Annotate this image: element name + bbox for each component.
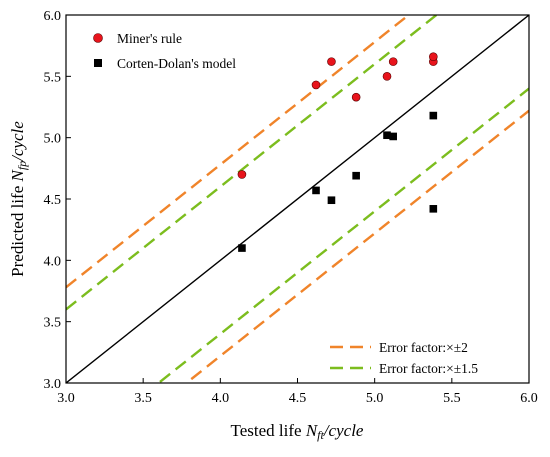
legend-square-marker [94, 59, 102, 67]
x-tick-label: 4.0 [212, 391, 230, 406]
corten-dolan-point [352, 171, 360, 180]
data-points [237, 52, 438, 252]
corten-dolan-point [238, 244, 246, 252]
ylabel-tail: /cycle [8, 121, 27, 162]
y-tick-label: 5.0 [44, 132, 62, 147]
y-axis-label: Predicted life Nfp/cycle [8, 121, 29, 277]
error-band-line-2 [184, 109, 529, 383]
x-tick-label: 5.5 [443, 391, 461, 406]
miners-rule-point [388, 57, 398, 66]
x-tick-label: 3.5 [134, 391, 152, 406]
legend-label: Error factor:×±2 [379, 340, 468, 355]
x-tick-label: 4.5 [289, 391, 307, 406]
legend-label: Miner's rule [117, 31, 182, 46]
miners-rule-point [429, 52, 438, 62]
x-tick-label: 5.0 [366, 391, 384, 406]
x-axis-ticks: 3.0 3.5 4.0 4.5 5.0 5.5 6.0 [57, 378, 538, 406]
y-tick-label: 3.0 [44, 377, 62, 392]
miners-rule-point [382, 72, 392, 81]
xlabel-sub: ft [317, 428, 324, 442]
xlabel-sym: N [305, 421, 319, 440]
ylabel-sub: fp [15, 161, 29, 170]
y-tick-label: 4.5 [44, 193, 62, 208]
miners-rule-point [311, 80, 321, 90]
corten-dolan-point [327, 196, 336, 205]
legend-label: Corten-Dolan's model [117, 56, 236, 71]
legend-label: Error factor:×±1.5 [379, 361, 478, 376]
y-tick-label: 5.5 [44, 70, 62, 85]
miners-rule-point [237, 170, 247, 179]
error-band-line-4 [156, 87, 529, 383]
miners-rule-point [351, 92, 361, 102]
corten-dolan-point [389, 132, 397, 141]
xlabel-main: Tested life [231, 421, 306, 440]
reference-lines [66, 15, 529, 383]
corten-dolan-point [429, 111, 438, 120]
ylabel-sym: N [8, 168, 27, 182]
ylabel-main: Predicted life [8, 181, 27, 276]
y-tick-label: 3.5 [44, 316, 62, 331]
corten-dolan-point [429, 205, 438, 213]
legend-circle-marker [93, 33, 103, 43]
error-factor-legend: Error factor:×±2 Error factor:×±1.5 [330, 340, 478, 376]
x-tick-label: 3.0 [57, 391, 75, 406]
xlabel-tail: /cycle [323, 421, 364, 440]
y-tick-label: 4.0 [44, 254, 62, 269]
x-axis-label: Tested life Nft/cycle [231, 421, 364, 442]
y-tick-label: 6.0 [44, 9, 62, 24]
reference-line-y-equals-x [66, 15, 529, 383]
y-axis-ticks: 3.0 3.5 4.0 4.5 5.0 5.5 6.0 [44, 9, 71, 392]
corten-dolan-point [312, 186, 320, 195]
corten-dolan-point [383, 131, 391, 140]
series-legend: Miner's rule Corten-Dolan's model [93, 31, 236, 71]
x-tick-label: 6.0 [520, 391, 538, 406]
miners-rule-point [327, 57, 336, 66]
